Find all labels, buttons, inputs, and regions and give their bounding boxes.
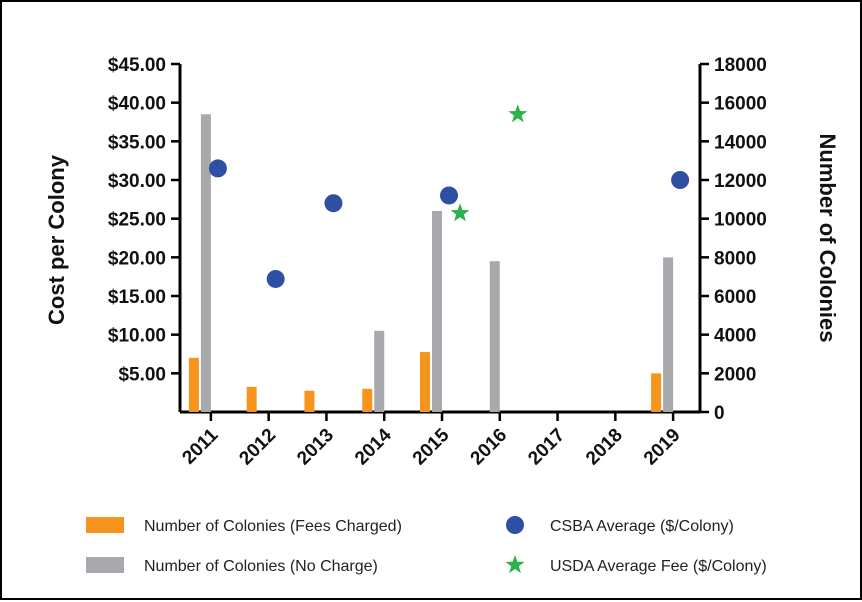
legend-label: Number of Colonies (No Charge) xyxy=(144,558,378,575)
bar-fees-charged xyxy=(304,390,315,412)
legend-swatch xyxy=(506,516,524,534)
legend-label: Number of Colonies (Fees Charged) xyxy=(144,518,402,535)
legend-swatch xyxy=(86,517,124,533)
y-right-tick-label: 2000 xyxy=(714,364,756,385)
bar-fees-charged xyxy=(420,352,430,412)
x-tick-label: 2015 xyxy=(409,424,454,469)
x-ticks: 2011 2012 2013 2014 2015 2016 2017 2018 2019 xyxy=(178,412,685,470)
bar-no-charge xyxy=(374,330,385,412)
y-right-tick-label: 0 xyxy=(714,403,725,424)
x-tick-label: 2013 xyxy=(293,425,338,470)
point-csba-average xyxy=(671,171,690,189)
bar-no-charge xyxy=(489,261,500,412)
x-tick-label: 2018 xyxy=(582,425,627,470)
bar-fees-charged xyxy=(246,386,257,412)
y-left-tick-label: $5.00 xyxy=(118,364,166,385)
legend-swatch xyxy=(505,555,525,574)
bar-fees-charged xyxy=(362,388,373,412)
x-tick-label: 2011 xyxy=(178,424,222,468)
x-tick-label: 2014 xyxy=(351,424,396,469)
y-left-tick-label: $10.00 xyxy=(108,326,166,347)
y-left-axis-label: Cost per Colony xyxy=(44,154,69,325)
x-tick-label: 2012 xyxy=(235,425,280,470)
y-right-tick-label: 10000 xyxy=(714,210,767,231)
point-csba-average xyxy=(266,269,285,288)
bar-fees-charged xyxy=(188,357,199,412)
legend-swatch xyxy=(86,557,124,573)
y-right-tick-label: 6000 xyxy=(714,287,756,308)
x-tick-label: 2016 xyxy=(467,425,512,470)
bar-no-charge xyxy=(200,114,211,413)
bar-fees-charged xyxy=(651,373,662,412)
legend: Number of Colonies (Fees Charged) Number … xyxy=(86,516,767,575)
y-right-tick-label: 18000 xyxy=(714,55,767,76)
y-left-tick-label: $30.00 xyxy=(108,171,166,192)
y-left-tick-label: $40.00 xyxy=(108,94,166,115)
point-usda-average-fee xyxy=(450,203,470,222)
y-right-axis-label: Number of Colonies xyxy=(815,133,840,342)
y-right-tick-label: 16000 xyxy=(714,94,767,115)
y-right-tick-label: 12000 xyxy=(714,171,767,192)
x-tick-label: 2017 xyxy=(524,425,569,470)
y-left-ticks: $5.00 $10.00 $15.00 $20.00 $25.00 $30.00 $35.0… xyxy=(108,55,180,385)
points xyxy=(208,104,690,288)
y-right-tick-label: 4000 xyxy=(714,326,756,347)
y-right-ticks: 0 2000 4000 6000 8000 10000 12000 14000 16000 180… xyxy=(700,55,767,424)
point-csba-average xyxy=(208,159,227,178)
point-csba-average xyxy=(324,194,343,213)
y-left-tick-label: $45.00 xyxy=(108,55,166,76)
bar-no-charge xyxy=(663,257,674,412)
point-csba-average xyxy=(440,186,458,205)
legend-label: CSBA Average ($/Colony) xyxy=(550,518,734,535)
y-left-tick-label: $35.00 xyxy=(108,132,166,153)
y-left-tick-label: $25.00 xyxy=(108,210,166,231)
x-tick-label: 2019 xyxy=(640,425,685,470)
y-left-tick-label: $20.00 xyxy=(108,248,166,269)
bar-no-charge xyxy=(432,210,442,412)
y-right-tick-label: 14000 xyxy=(714,132,767,153)
y-right-tick-label: 8000 xyxy=(714,248,756,269)
bars xyxy=(188,114,674,413)
y-left-tick-label: $15.00 xyxy=(108,287,166,308)
legend-label: USDA Average Fee ($/Colony) xyxy=(550,558,767,575)
point-usda-average-fee xyxy=(508,104,528,123)
